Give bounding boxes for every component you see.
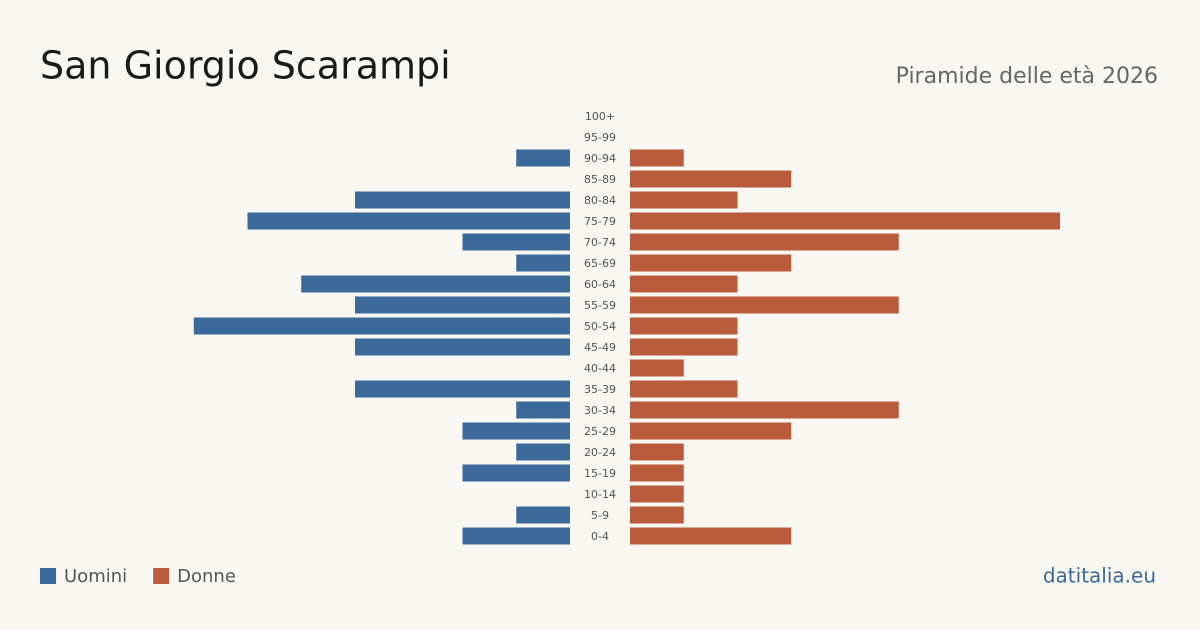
bar (193, 317, 570, 335)
bar (630, 296, 899, 314)
age-label: 30-34 (584, 404, 616, 417)
bar (630, 275, 738, 293)
bar (630, 317, 738, 335)
bar (516, 401, 570, 419)
age-label: 15-19 (584, 467, 616, 480)
bar (355, 296, 570, 314)
bar (355, 338, 570, 356)
age-label: 35-39 (584, 383, 616, 396)
bar (247, 212, 570, 230)
age-label: 85-89 (584, 173, 616, 186)
legend-swatch (40, 568, 56, 584)
age-label: 10-14 (584, 488, 616, 501)
age-label: 20-24 (584, 446, 616, 459)
bar (630, 422, 792, 440)
bar (630, 527, 792, 545)
bar (630, 170, 792, 188)
age-label: 0-4 (591, 530, 609, 543)
bar (630, 464, 684, 482)
bar (516, 254, 570, 272)
bar (630, 338, 738, 356)
age-label: 45-49 (584, 341, 616, 354)
age-label: 60-64 (584, 278, 616, 291)
age-label: 80-84 (584, 194, 616, 207)
bar (355, 380, 570, 398)
age-label: 95-99 (584, 131, 616, 144)
bar (630, 191, 738, 209)
age-label: 75-79 (584, 215, 616, 228)
bar (462, 464, 570, 482)
bar (630, 149, 684, 167)
source: datitalia.eu (1043, 564, 1156, 588)
age-label: 5-9 (591, 509, 609, 522)
legend-swatch (153, 568, 170, 584)
age-label: 90-94 (584, 152, 616, 165)
age-label: 65-69 (584, 257, 616, 270)
bar (301, 275, 570, 293)
bar (516, 506, 570, 524)
legend-label: Uomini (64, 566, 127, 587)
bar (630, 506, 684, 524)
age-label: 25-29 (584, 425, 616, 438)
bar (516, 443, 570, 461)
bar (630, 212, 1060, 230)
chart-title: San Giorgio Scarampi (40, 44, 451, 88)
age-label: 100+ (585, 110, 615, 123)
bar (630, 254, 792, 272)
bar (355, 191, 570, 209)
bar (516, 149, 570, 167)
bar (630, 380, 738, 398)
age-label: 70-74 (584, 236, 616, 249)
bar (462, 233, 570, 251)
bar (630, 359, 684, 377)
bar (630, 485, 684, 503)
age-label: 40-44 (584, 362, 616, 375)
bar (462, 422, 570, 440)
bar (630, 233, 899, 251)
chart-subtitle: Piramide delle età 2026 (896, 64, 1158, 89)
bar (630, 401, 899, 419)
age-label: 50-54 (584, 320, 616, 333)
age-label: 55-59 (584, 299, 616, 312)
legend-label: Donne (177, 566, 236, 587)
bar (462, 527, 570, 545)
bar (630, 443, 684, 461)
